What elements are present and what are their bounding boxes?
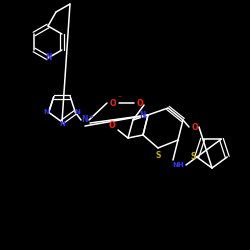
Text: N: N	[59, 121, 65, 127]
Text: N: N	[44, 109, 50, 115]
Text: N: N	[140, 110, 146, 120]
Text: NH: NH	[172, 162, 184, 168]
Text: O: O	[192, 122, 198, 132]
Text: ⁻: ⁻	[117, 94, 121, 102]
Text: S: S	[155, 150, 161, 160]
Text: +: +	[88, 114, 94, 118]
Text: N: N	[45, 54, 51, 62]
Text: S: S	[190, 152, 196, 162]
Text: N: N	[74, 109, 80, 115]
Text: O: O	[137, 98, 143, 108]
Text: O: O	[110, 98, 116, 108]
Text: N: N	[82, 116, 88, 124]
Text: O: O	[109, 122, 115, 130]
